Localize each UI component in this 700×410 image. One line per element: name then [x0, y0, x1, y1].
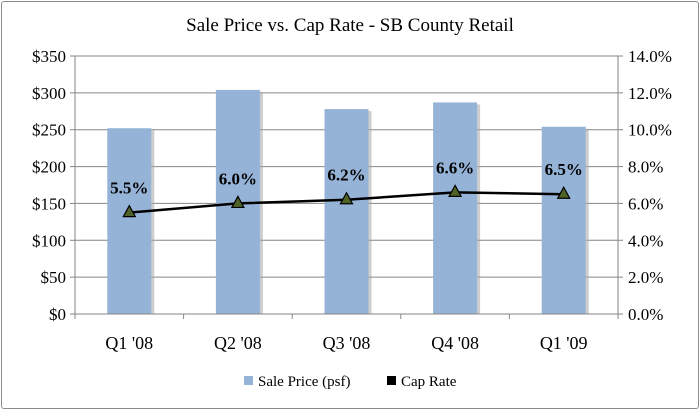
legend-swatch-sale-price: [244, 376, 253, 385]
left-tick-label: $200: [32, 158, 66, 177]
cap-rate-marker: [122, 204, 137, 218]
cap-rate-data-label: 6.0%: [219, 169, 257, 188]
right-tick-label: 8.0%: [628, 158, 663, 177]
cap-rate-data-label: 6.6%: [436, 158, 474, 177]
line-series: 5.5% 6.0% 6.2% 6.6% 6.5%: [110, 158, 583, 218]
cap-rate-marker: [230, 195, 245, 209]
legend-swatch-cap-rate: [387, 376, 396, 385]
bar: [324, 109, 369, 315]
cap-rate-data-label: 6.2%: [327, 166, 365, 185]
right-axis-ticks: 0.0% 2.0% 4.0% 6.0% 8.0% 10.0% 12.0% 14.0%: [628, 47, 672, 324]
chart-title: Sale Price vs. Cap Rate - SB County Reta…: [186, 15, 514, 36]
left-tick-label: $150: [32, 194, 66, 213]
left-tick-label: $0: [49, 305, 66, 324]
left-tick-label: $300: [32, 84, 66, 103]
bar: [107, 128, 152, 314]
legend-label-sale-price: Sale Price (psf): [258, 374, 350, 390]
cap-rate-marker: [448, 184, 463, 197]
left-tick-label: $50: [41, 268, 67, 287]
legend: Sale Price (psf) Cap Rate: [244, 374, 457, 390]
right-tick-label: 4.0%: [628, 231, 663, 250]
category-label: Q4 '08: [431, 333, 479, 353]
left-tick-label: $250: [32, 121, 66, 140]
left-tick-label: $100: [32, 231, 66, 250]
cap-rate-marker: [556, 185, 571, 199]
legend-label-cap-rate: Cap Rate: [401, 374, 457, 390]
axes: [70, 55, 623, 319]
category-label: Q1 '09: [540, 333, 588, 353]
bar: [541, 126, 586, 314]
left-tick-label: $350: [32, 47, 66, 66]
category-label: Q1 '08: [105, 333, 153, 353]
cap-rate-data-label: 5.5%: [110, 179, 148, 198]
right-tick-label: 12.0%: [628, 84, 672, 103]
right-tick-label: 2.0%: [628, 268, 663, 287]
cap-rate-marker: [339, 191, 354, 205]
right-tick-label: 10.0%: [628, 121, 672, 140]
right-tick-label: 6.0%: [628, 194, 663, 213]
category-labels: Q1 '08 Q2 '08 Q3 '08 Q4 '08 Q1 '09: [105, 333, 587, 353]
cap-rate-data-label: 6.5%: [545, 160, 583, 179]
left-axis-ticks: $0 $50 $100 $150 $200 $250 $300 $350: [32, 47, 66, 324]
category-label: Q3 '08: [323, 333, 371, 353]
right-tick-label: 14.0%: [628, 47, 672, 66]
category-label: Q2 '08: [214, 333, 262, 353]
bar: [433, 102, 478, 314]
right-tick-label: 0.0%: [628, 305, 663, 324]
